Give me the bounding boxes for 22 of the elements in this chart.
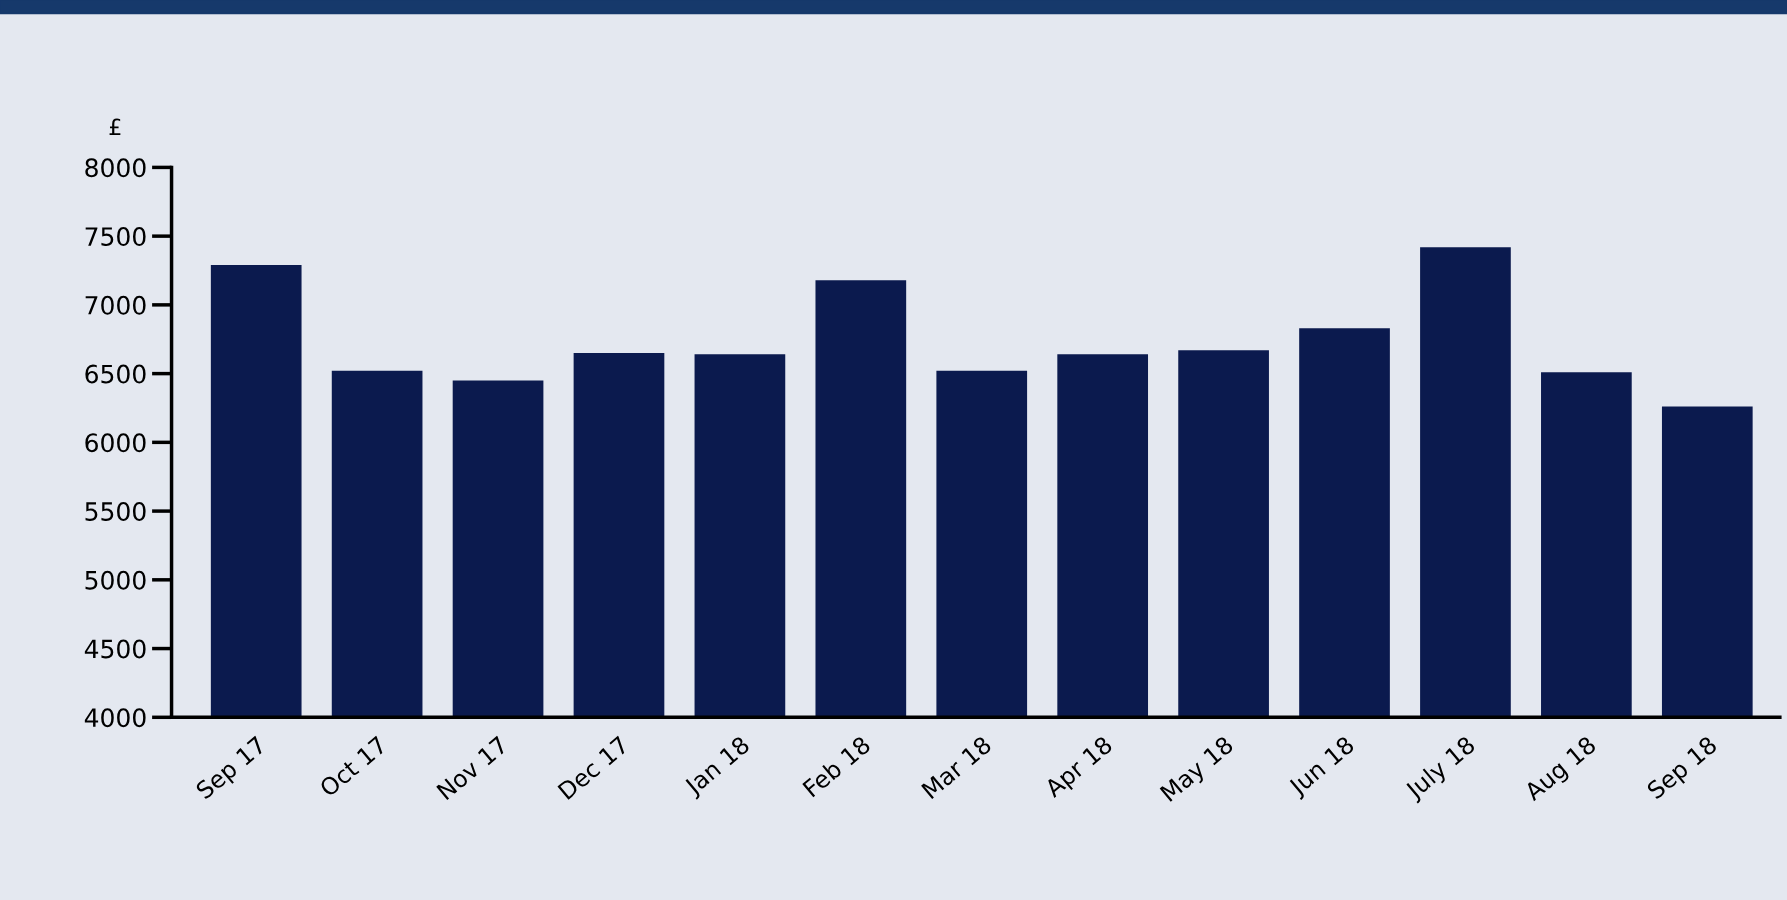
- x-tick-label: Sep 17: [194, 735, 270, 804]
- x-tick-label: Sep 18: [1645, 735, 1721, 804]
- x-tick-label: Nov 17: [436, 735, 509, 801]
- y-tick-label: 4500: [84, 639, 146, 659]
- y-tick-label: 6000: [85, 433, 146, 453]
- x-tick-label: May 18: [1159, 735, 1238, 806]
- y-tick-label: 6500: [85, 364, 146, 384]
- y-tick-label: 4000: [84, 708, 146, 728]
- y-tick-label: 5000: [85, 570, 146, 590]
- x-tick-label: Mar 18: [920, 735, 993, 800]
- y-tick-label: 5500: [85, 502, 146, 521]
- x-tick-label: Dec 17: [557, 735, 630, 800]
- x-tick-label: Oct 17: [318, 735, 388, 798]
- x-tick-label: Jan 18: [682, 735, 754, 800]
- x-tick-label: Feb 18: [801, 735, 872, 798]
- x-tick-label: Aug 18: [1522, 735, 1600, 806]
- y-tick-label: 7000: [85, 295, 146, 315]
- x-tick-label: Jun 18: [1286, 735, 1358, 800]
- y-tick-label: 7500: [85, 227, 146, 246]
- x-tick-label: Apr 18: [1043, 735, 1117, 802]
- y-axis-title: £: [109, 118, 121, 136]
- y-tick-label: 8000: [85, 158, 146, 178]
